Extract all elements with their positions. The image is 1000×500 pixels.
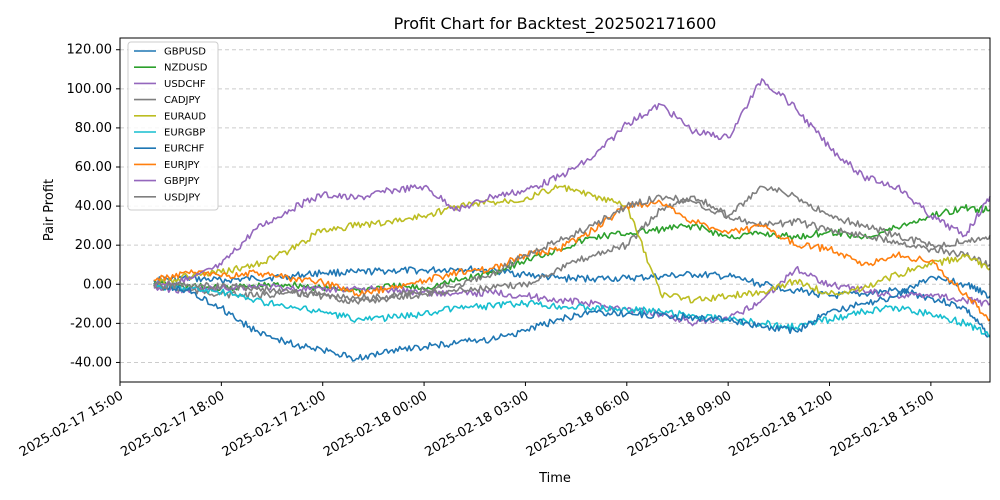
series-line-gbpusd — [153, 265, 991, 338]
y-tick-label: 20.00 — [75, 238, 112, 253]
legend-label: GBPUSD — [164, 47, 206, 58]
legend-label: GBPJPY — [164, 176, 200, 187]
y-tick-label: 40.00 — [75, 199, 112, 214]
legend-label: USDJPY — [164, 192, 201, 203]
x-tick-label: 2025-02-18 12:00 — [727, 388, 836, 460]
legend-label: EURCHF — [164, 144, 205, 155]
x-tick-label: 2025-02-17 18:00 — [118, 388, 227, 460]
x-tick-label: 2025-02-17 15:00 — [17, 388, 126, 460]
x-tick-label: 2025-02-18 06:00 — [524, 388, 633, 460]
legend-label: EURJPY — [164, 160, 200, 171]
y-tick-label: 100.00 — [67, 82, 113, 97]
x-tick-label: 2025-02-18 03:00 — [422, 388, 531, 460]
series-line-cadjpy — [153, 195, 991, 305]
y-tick-label: 0.00 — [83, 277, 112, 292]
x-tick-label: 2025-02-17 21:00 — [220, 388, 329, 460]
legend-label: CADJPY — [164, 95, 201, 106]
legend-label: EURGBP — [164, 128, 205, 139]
series-line-euraud — [153, 184, 991, 304]
x-tick-label: 2025-02-18 00:00 — [321, 388, 430, 460]
y-axis: -40.00 -20.00 0.00 20.00 40.00 60.00 80.00 100.… — [67, 43, 120, 370]
series-line-usdjpy — [153, 185, 991, 302]
series-line-usdchf — [153, 265, 991, 327]
series-line-gbpjpy — [153, 78, 991, 287]
series-line-eurgbp — [153, 282, 991, 338]
y-tick-label: 120.00 — [67, 43, 113, 58]
y-axis-title: Pair Profit — [42, 179, 57, 241]
y-tick-label: 60.00 — [75, 160, 112, 175]
plot-frame — [119, 37, 991, 383]
x-tick-label: 2025-02-18 15:00 — [828, 388, 937, 460]
y-tick-label: 80.00 — [75, 121, 112, 136]
x-axis-title: Time — [538, 471, 571, 486]
chart-title: Profit Chart for Backtest_202502171600 — [394, 14, 717, 34]
gridlines — [120, 49, 990, 363]
x-tick-label: 2025-02-18 09:00 — [625, 388, 734, 460]
legend-label: EURAUD — [164, 111, 206, 122]
series-line-eurchf — [153, 275, 991, 362]
legend: GBPUSD NZDUSD USDCHF CADJPY EURAUD EURGBP EURC… — [127, 41, 219, 211]
y-tick-label: -40.00 — [70, 355, 112, 370]
legend-label: NZDUSD — [164, 63, 208, 74]
y-tick-label: -20.00 — [70, 316, 112, 331]
legend-label: USDCHF — [164, 79, 206, 90]
series-lines — [153, 78, 991, 362]
series-line-eurjpy — [153, 199, 991, 322]
